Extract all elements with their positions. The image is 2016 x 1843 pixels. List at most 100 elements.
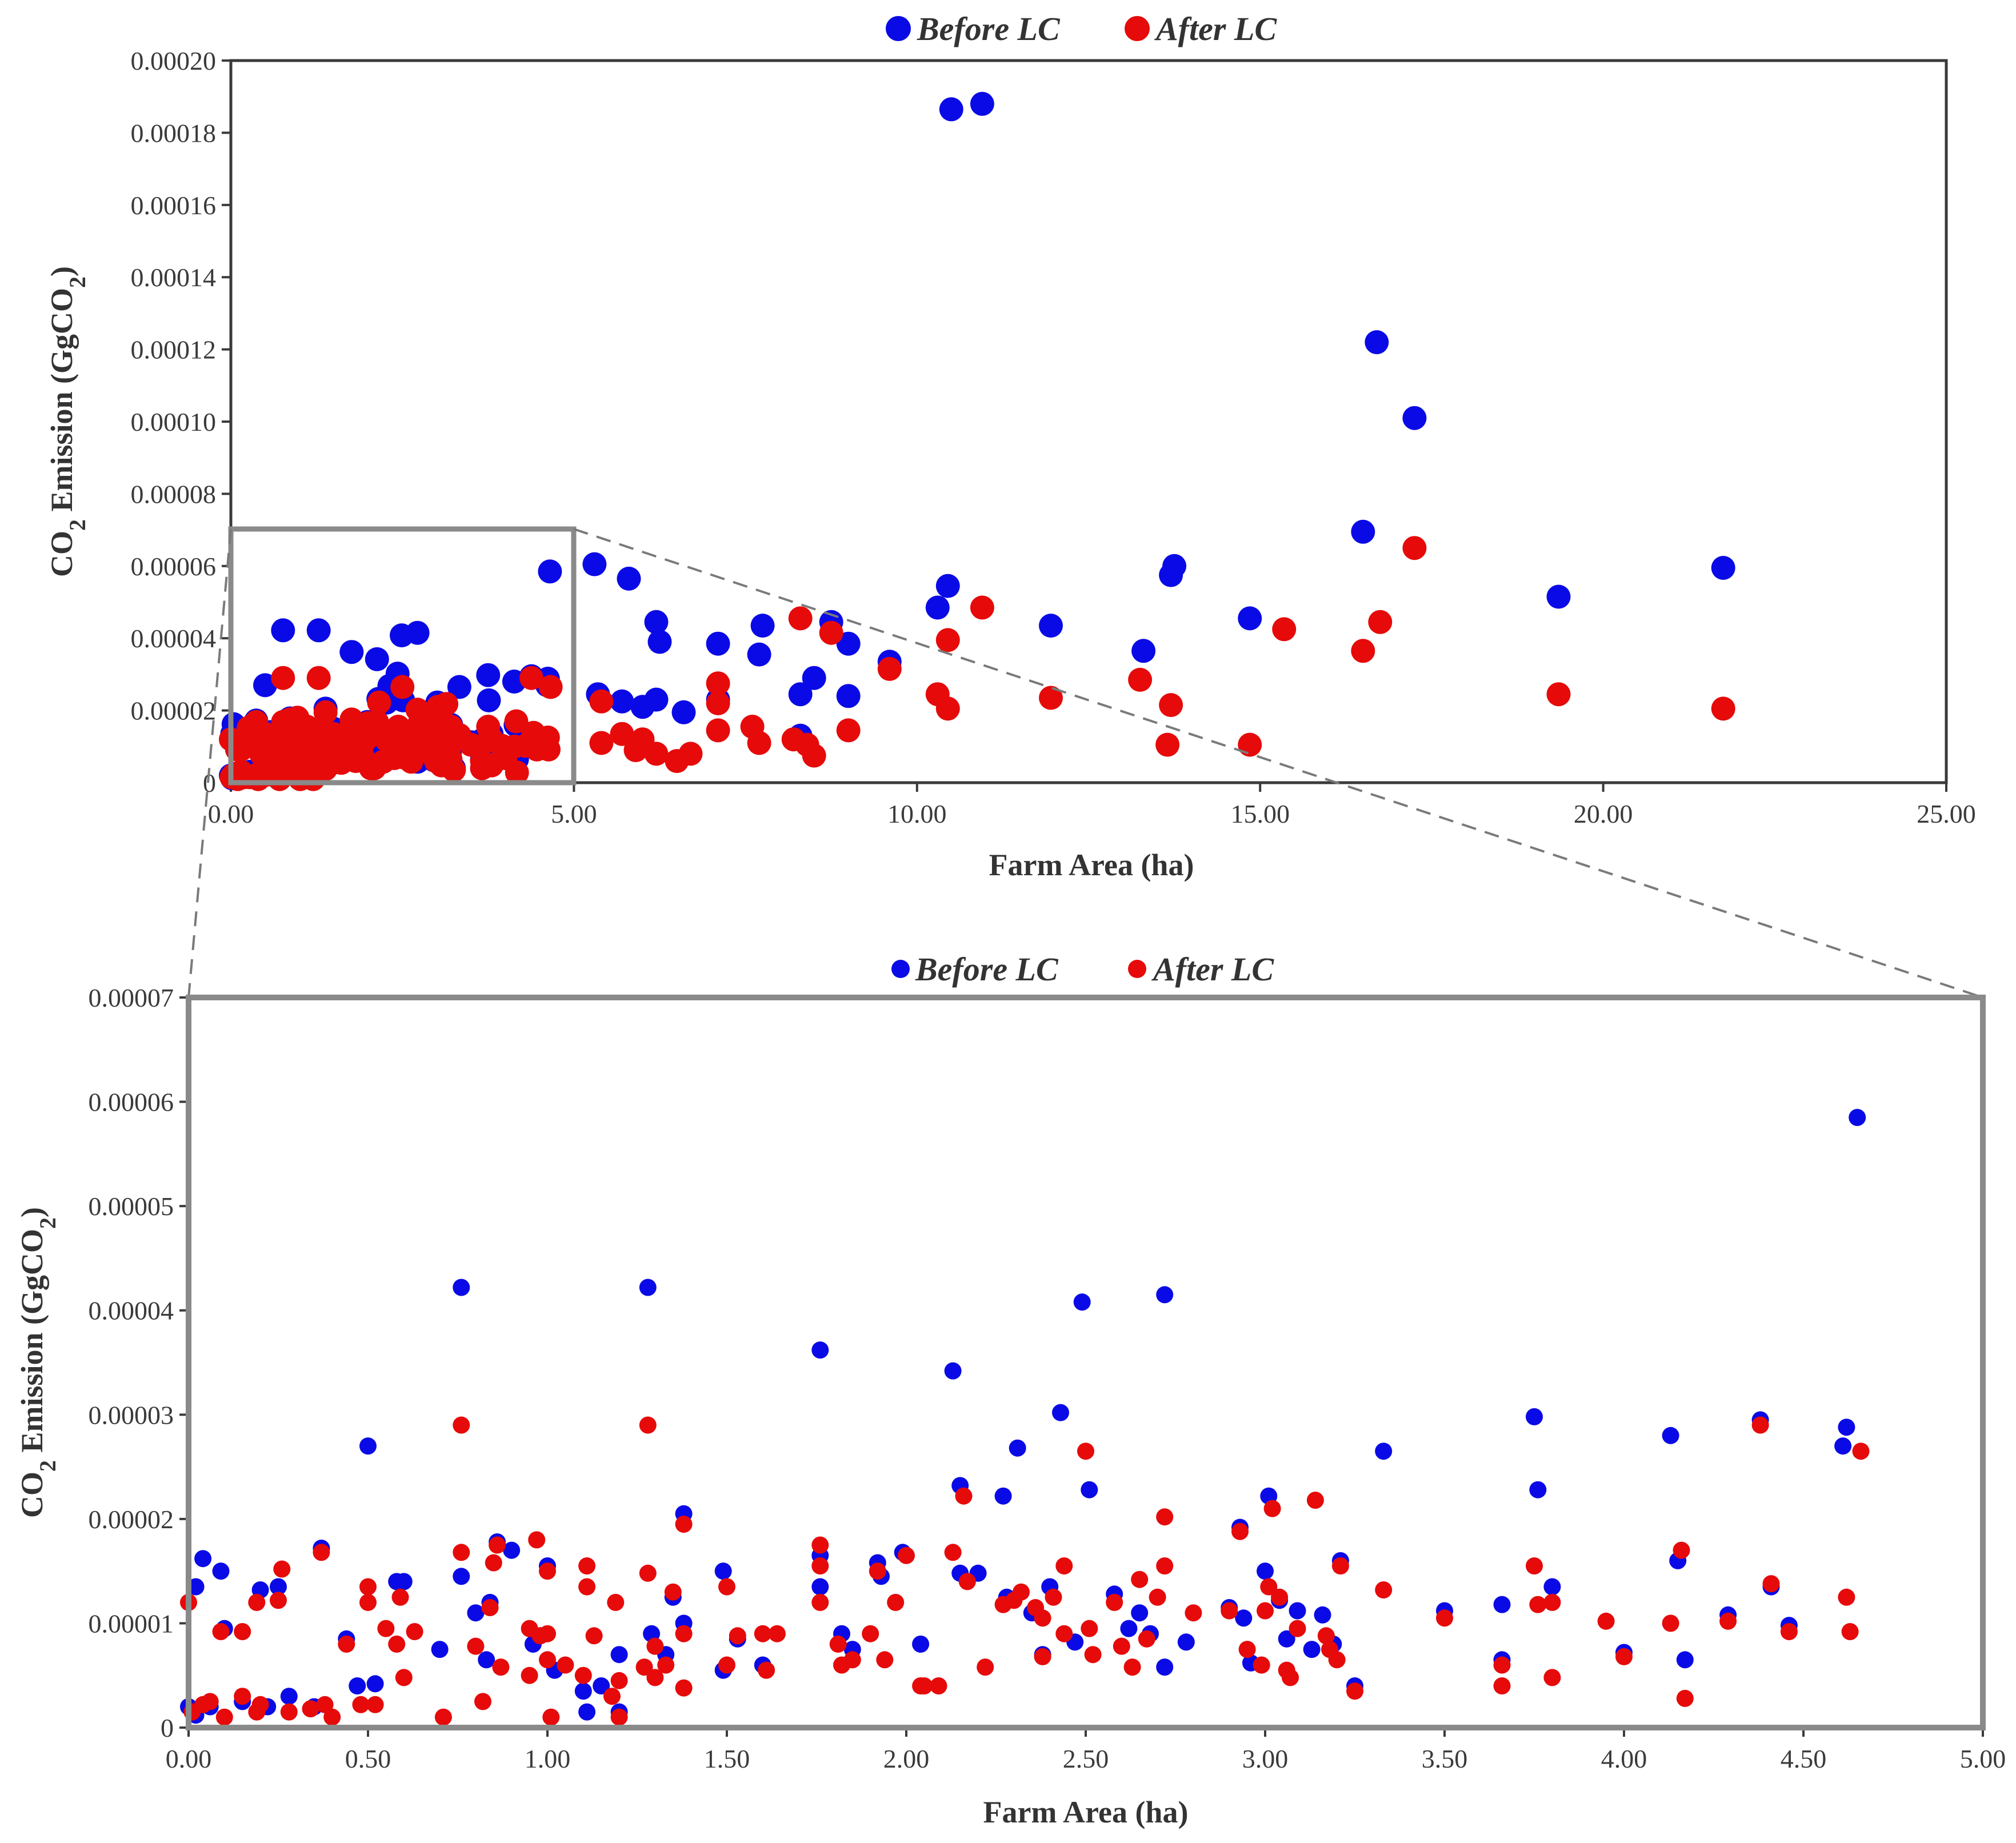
bottom-point-before [349,1677,366,1694]
bottom-point-after [930,1677,947,1694]
top-point-after [505,760,529,785]
top-point-before [1131,639,1156,663]
bottom-point-after [251,1696,269,1713]
bottom-point-after [215,1708,233,1726]
top-point-after [802,743,826,768]
top-plot-points [219,91,1735,791]
bottom-point-after [1543,1593,1561,1611]
top-point-after [747,731,771,755]
bottom-axis-ticks: 0.00 0.50 1.00 1.50 2.00 2.50 3.00 3.50 4.00 4.50… [89,983,2006,1773]
bottom-point-after [1231,1523,1249,1540]
top-point-before [671,700,696,724]
bottom-point-after [302,1700,319,1718]
bottom-point-after [248,1593,266,1611]
bottom-point-after [1306,1492,1324,1509]
bottom-point-after [754,1625,771,1642]
top-point-before [706,631,730,656]
bottom-point-before [453,1279,470,1296]
bottom-point-after [467,1637,485,1655]
bottom-point-before [270,1578,287,1596]
top-y-tick-label: 0.00010 [131,407,217,436]
top-point-after [644,742,669,766]
bottom-legend-after-label: After LC [1151,951,1274,988]
top-point-before [306,618,331,643]
top-point-before [750,614,775,638]
bottom-point-before [944,1362,962,1380]
bottom-x-tick-label: 0.00 [166,1744,212,1773]
top-x-tick-label: 20.00 [1574,799,1633,828]
top-x-tick-label: 0.00 [208,799,254,828]
bottom-point-before [1375,1443,1393,1460]
bottom-point-after [359,1593,377,1611]
bottom-point-after [646,1637,664,1655]
bottom-point-after [1138,1630,1155,1648]
bottom-point-after [1221,1602,1238,1620]
bottom-point-after [316,1696,334,1713]
bottom-y-tick-label: 0.00005 [89,1192,174,1221]
bottom-point-after [610,1672,628,1689]
top-point-after [1711,696,1735,721]
bottom-x-tick-label: 3.00 [1242,1744,1289,1773]
bottom-point-after [1838,1588,1855,1606]
top-point-after [1238,732,1262,757]
bottom-point-after [1081,1620,1098,1637]
bottom-point-after [1615,1648,1633,1665]
bottom-point-before [467,1604,485,1622]
bottom-point-after [474,1693,491,1710]
bottom-point-before [1662,1427,1679,1444]
top-point-after [519,666,543,690]
top-point-before [1351,519,1375,544]
top-point-before [339,640,364,664]
bottom-y-tick-label: 0.00007 [89,983,174,1012]
top-legend-after-label: After LC [1154,10,1277,47]
bottom-point-after [1331,1557,1349,1574]
bottom-point-after [377,1620,395,1637]
bottom-point-after [1084,1646,1102,1664]
top-point-after [610,722,634,746]
bottom-point-after [1077,1443,1094,1460]
top-point-before [939,97,963,122]
bottom-chart: Before LC After LC 0.00 0.50 1.00 1.50 2.00 2… [15,951,2006,1829]
bottom-point-after [1751,1416,1769,1434]
top-y-tick-label: 0.00002 [131,696,217,726]
top-point-after [442,758,466,782]
bottom-point-after [313,1544,330,1561]
top-point-before [1711,556,1735,580]
top-point-after [1159,693,1183,718]
bottom-legend: Before LC After LC [891,951,1274,988]
bottom-point-after [388,1635,406,1653]
bottom-point-after [944,1544,962,1561]
bottom-point-before [811,1341,829,1359]
bottom-point-after [1493,1677,1511,1694]
bottom-point-before [503,1541,521,1559]
top-point-before [271,618,295,643]
bottom-point-after [1780,1623,1798,1640]
bottom-point-after [1253,1656,1270,1674]
top-y-axis-title: CO2 Emission (GgCO2) [45,266,90,577]
top-point-before [1238,606,1262,631]
bottom-x-tick-label: 0.50 [345,1744,391,1773]
bottom-point-after [359,1578,377,1596]
top-point-after [970,595,994,620]
bottom-point-before [453,1568,470,1585]
top-chart: Before LC After LC 0.00 5.00 10.00 15.00 20.… [45,10,1976,882]
top-point-before [447,675,471,699]
bottom-point-before [1314,1606,1331,1624]
top-y-tick-label: 0.00018 [131,118,217,147]
top-point-before [802,666,826,690]
top-point-before [610,689,634,714]
bottom-point-after [1045,1588,1062,1606]
bottom-point-before [1289,1602,1306,1620]
bottom-point-before [187,1578,205,1596]
top-point-after [1402,536,1427,560]
bottom-point-after [1317,1627,1335,1645]
bottom-point-after [1762,1575,1780,1593]
bottom-point-before [212,1562,230,1580]
bottom-point-after [481,1599,499,1616]
bottom-point-after [1346,1682,1363,1700]
bottom-legend-before-marker [891,960,910,978]
zoom-connector-left [187,528,232,998]
bottom-point-after [1436,1609,1453,1627]
bottom-point-after [1676,1689,1694,1707]
